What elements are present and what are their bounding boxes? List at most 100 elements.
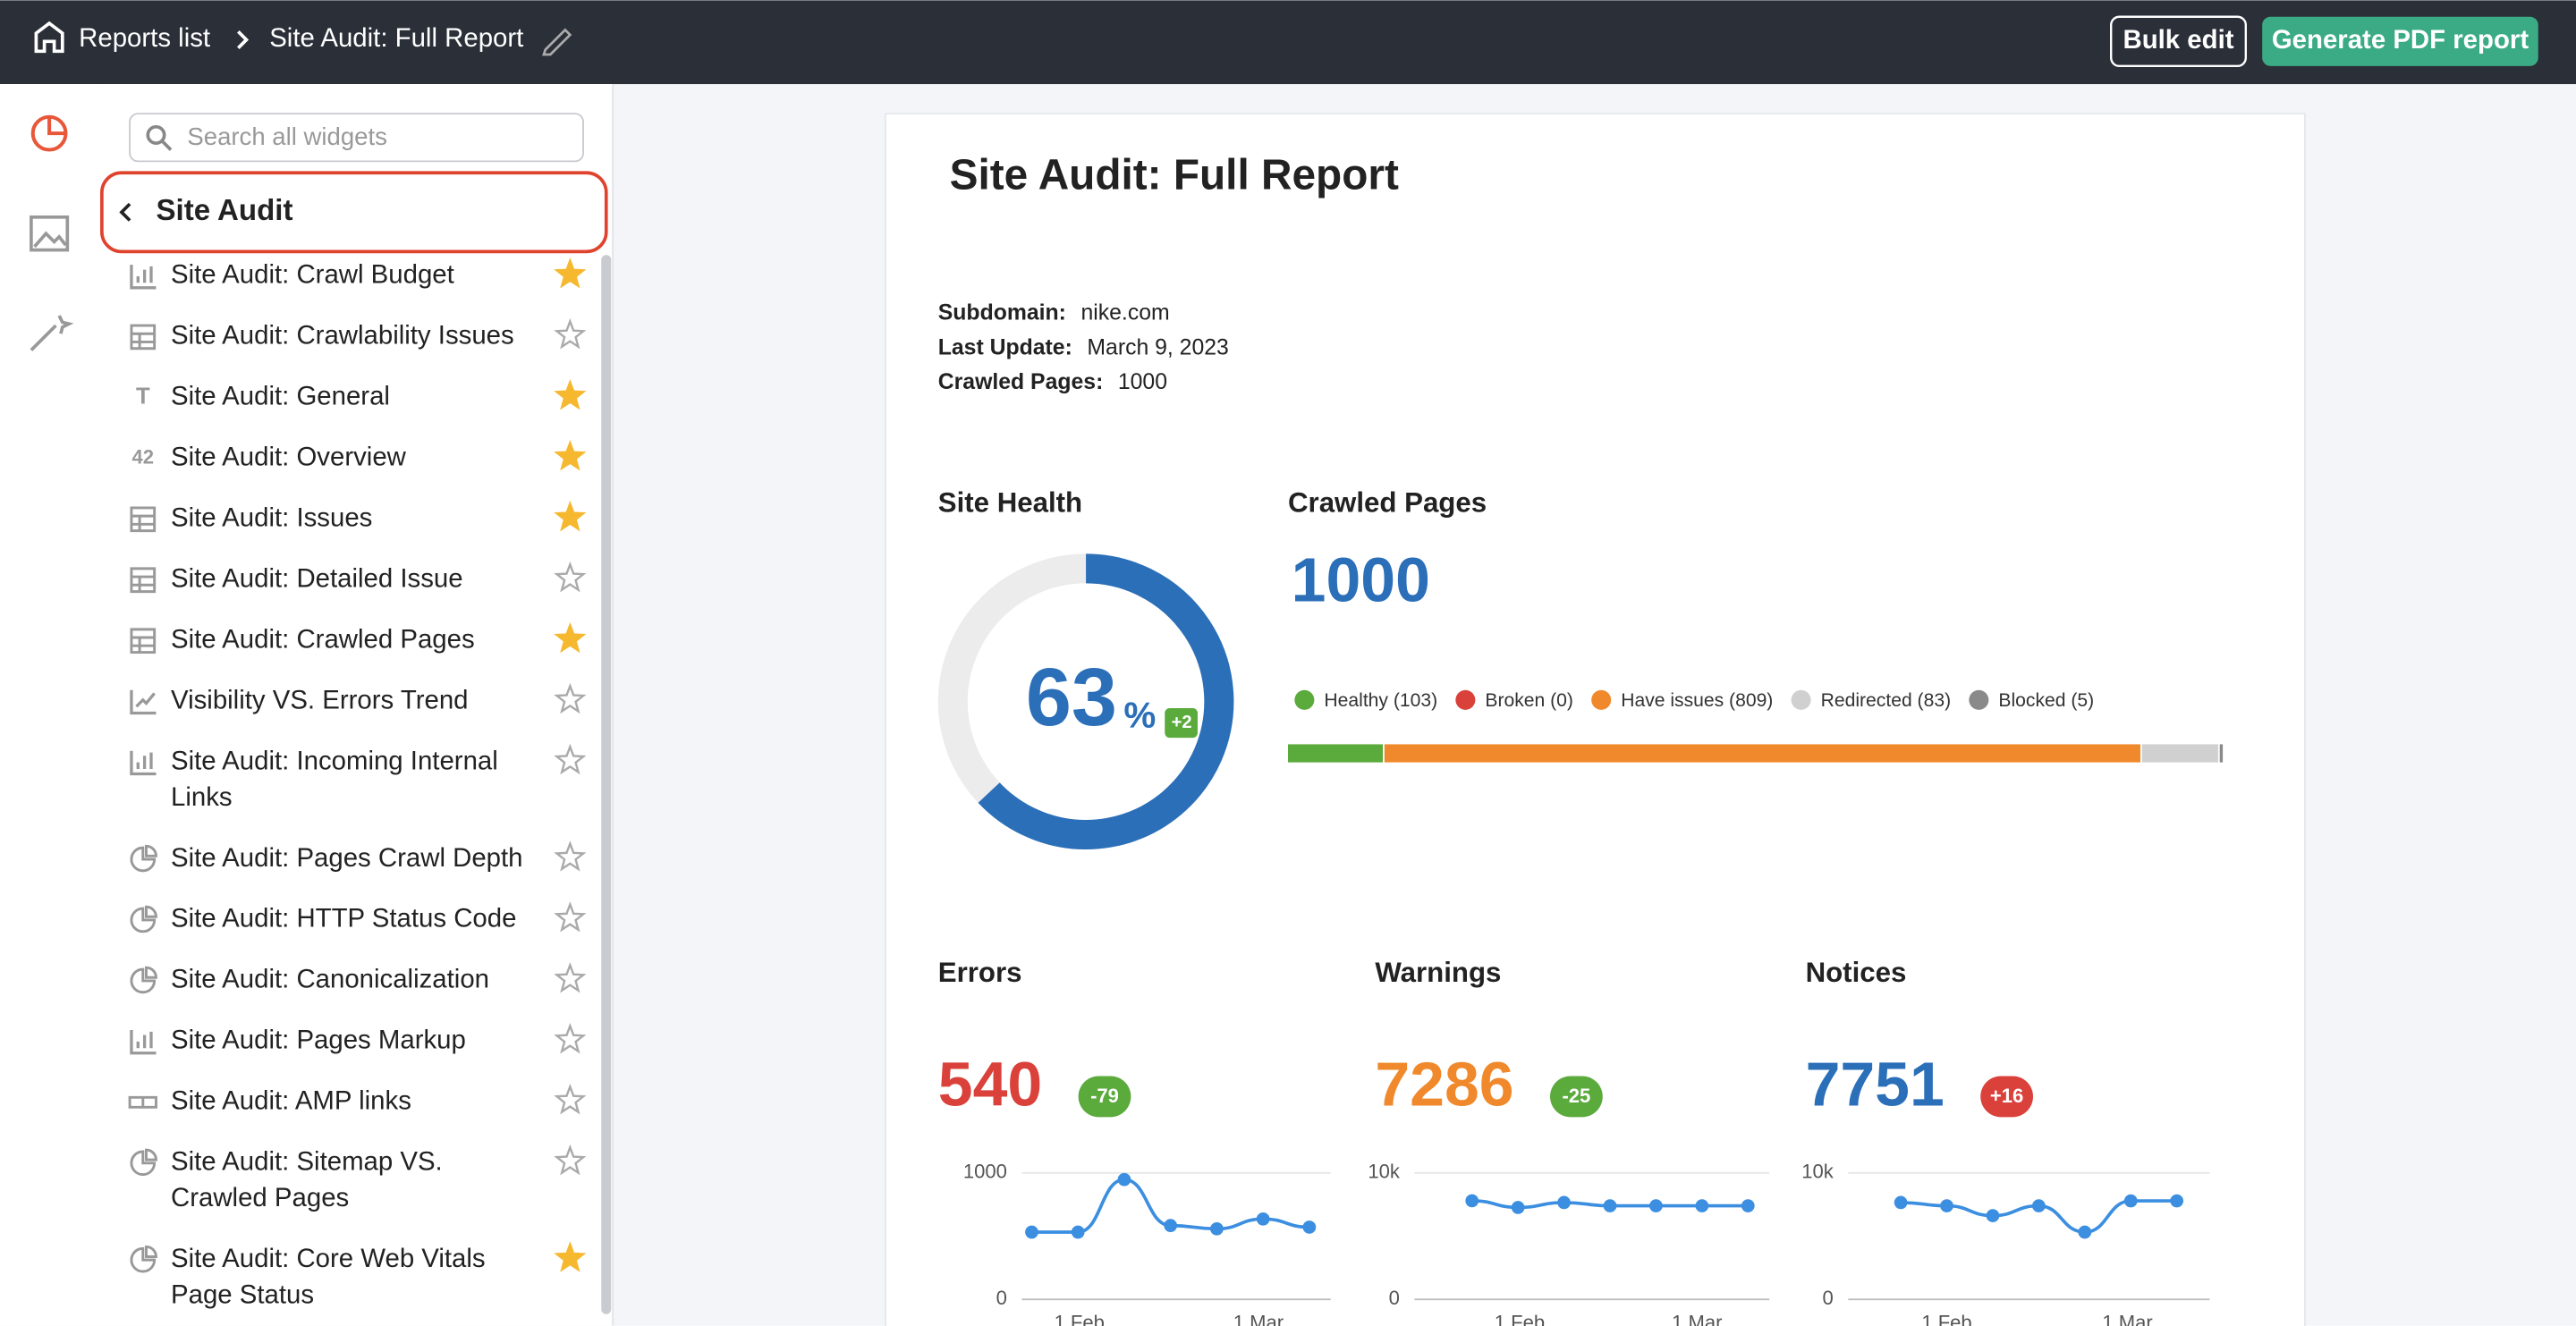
star[interactable] — [554, 258, 587, 289]
trend-point — [1695, 1199, 1709, 1212]
trend-point — [1649, 1199, 1663, 1212]
star[interactable] — [554, 962, 587, 993]
pdf-button[interactable] — [2262, 16, 2538, 66]
search-box[interactable] — [129, 113, 584, 163]
x-tick-label: 1 Feb — [1921, 1312, 1971, 1326]
widget-label: Visibility VS. Errors Trend — [171, 685, 468, 714]
metric-delta: -79 — [1090, 1085, 1119, 1107]
legend-label: Redirected (83) — [1821, 690, 1952, 711]
site-health-value: 63 — [1026, 652, 1117, 743]
trend-point — [1557, 1195, 1571, 1210]
star[interactable] — [554, 561, 587, 593]
legend-label: Blocked (5) — [1998, 690, 2094, 711]
trend-point — [1511, 1201, 1525, 1214]
trend-point — [1603, 1199, 1617, 1212]
widget-icon: T — [136, 384, 150, 410]
trend-point — [2170, 1194, 2184, 1208]
home-icon[interactable] — [34, 21, 64, 54]
crawled-value: 1000 — [1292, 545, 1430, 615]
trend-point — [1894, 1195, 1908, 1210]
metric-title: Warnings — [1375, 957, 1501, 988]
legend-dot — [1455, 689, 1476, 710]
star[interactable] — [554, 379, 587, 410]
section-highlight[interactable] — [100, 171, 608, 254]
widget-label: Page Status — [171, 1280, 314, 1309]
metric-value: 7286 — [1375, 1050, 1513, 1119]
star[interactable] — [554, 439, 587, 471]
trend-point — [1071, 1225, 1085, 1239]
star[interactable] — [554, 840, 587, 872]
section-title: Site Audit — [156, 194, 292, 227]
metric-delta: -25 — [1562, 1085, 1590, 1107]
star[interactable] — [554, 1023, 587, 1054]
report-card — [885, 113, 2306, 1326]
star[interactable] — [554, 318, 587, 350]
widget-label: Site Audit: Core Web Vitals — [171, 1244, 486, 1273]
back-icon[interactable] — [119, 202, 131, 222]
trend-point — [1302, 1220, 1317, 1234]
delta-badge — [1980, 1076, 2034, 1118]
y-tick-label: 0 — [1389, 1287, 1400, 1309]
widget-label: Site Audit: HTTP Status Code — [171, 904, 516, 933]
y-tick-label: 10k — [1368, 1161, 1401, 1183]
report-title: Site Audit: Full Report — [950, 151, 1399, 198]
widget-label: Site Audit: Crawlability Issues — [171, 321, 514, 351]
rail-icon-images[interactable] — [30, 215, 70, 252]
x-tick-label: 1 Feb — [1055, 1312, 1105, 1326]
legend-dot — [1791, 689, 1811, 710]
widget-label: Site Audit: Issues — [171, 503, 372, 533]
delta-badge — [1550, 1076, 1603, 1118]
rail-icon-magic[interactable] — [30, 315, 74, 351]
legend-dot — [1294, 689, 1315, 710]
site-health-delta: +2 — [1172, 713, 1192, 732]
metric-value: 540 — [938, 1050, 1042, 1119]
trend-point — [1465, 1194, 1479, 1208]
widget-label: Site Audit: Sitemap VS. — [171, 1147, 443, 1177]
star[interactable] — [554, 1144, 587, 1176]
trend-point — [1986, 1209, 2000, 1222]
trend-point — [1741, 1199, 1755, 1212]
sidebar — [98, 84, 614, 1326]
search-icon — [161, 140, 173, 151]
meta-value: 1000 — [1118, 370, 1167, 394]
bulk-edit-button[interactable] — [2110, 15, 2248, 68]
breadcrumb-link: Reports list — [79, 23, 210, 53]
star[interactable] — [554, 1083, 587, 1115]
topbar — [0, 0, 2576, 85]
star[interactable] — [554, 1241, 587, 1272]
star[interactable] — [554, 682, 587, 714]
legend-label: Broken (0) — [1485, 690, 1573, 711]
widget-label: Site Audit: Pages Markup — [171, 1026, 466, 1055]
meta-label: Subdomain: — [938, 301, 1066, 325]
delta-badge — [1078, 1076, 1131, 1118]
edit-icon[interactable] — [542, 28, 572, 56]
widget-icon — [130, 905, 157, 933]
widget-label: Site Audit: Incoming Internal — [171, 746, 498, 775]
star[interactable] — [554, 500, 587, 532]
star[interactable] — [554, 621, 587, 654]
metric-title: Notices — [1806, 957, 1907, 988]
button-label: Bulk edit — [2123, 25, 2233, 55]
widget-icon — [130, 567, 157, 594]
y-tick-label: 1000 — [963, 1161, 1007, 1183]
widget-label: Site Audit: Canonicalization — [171, 965, 489, 994]
x-tick-label: 1 Mar — [1233, 1312, 1284, 1326]
widget-icon — [130, 966, 157, 994]
widget-label: Site Audit: AMP links — [171, 1086, 411, 1116]
scrollbar — [601, 255, 612, 1314]
widget-icon — [130, 506, 157, 533]
trend-point — [1256, 1212, 1270, 1226]
meta-label: Crawled Pages: — [938, 370, 1104, 394]
star[interactable] — [554, 743, 587, 775]
meta-value: nike.com — [1080, 301, 1169, 325]
rail — [0, 84, 99, 1326]
widget-icon — [128, 1095, 157, 1109]
meta-label: Last Update: — [938, 335, 1072, 359]
widget-icon: 42 — [132, 446, 155, 469]
star[interactable] — [554, 901, 587, 933]
trend-point — [2032, 1199, 2046, 1212]
widget-icon — [130, 750, 157, 776]
metric-title: Errors — [938, 957, 1022, 988]
widget-icon — [130, 1030, 157, 1055]
